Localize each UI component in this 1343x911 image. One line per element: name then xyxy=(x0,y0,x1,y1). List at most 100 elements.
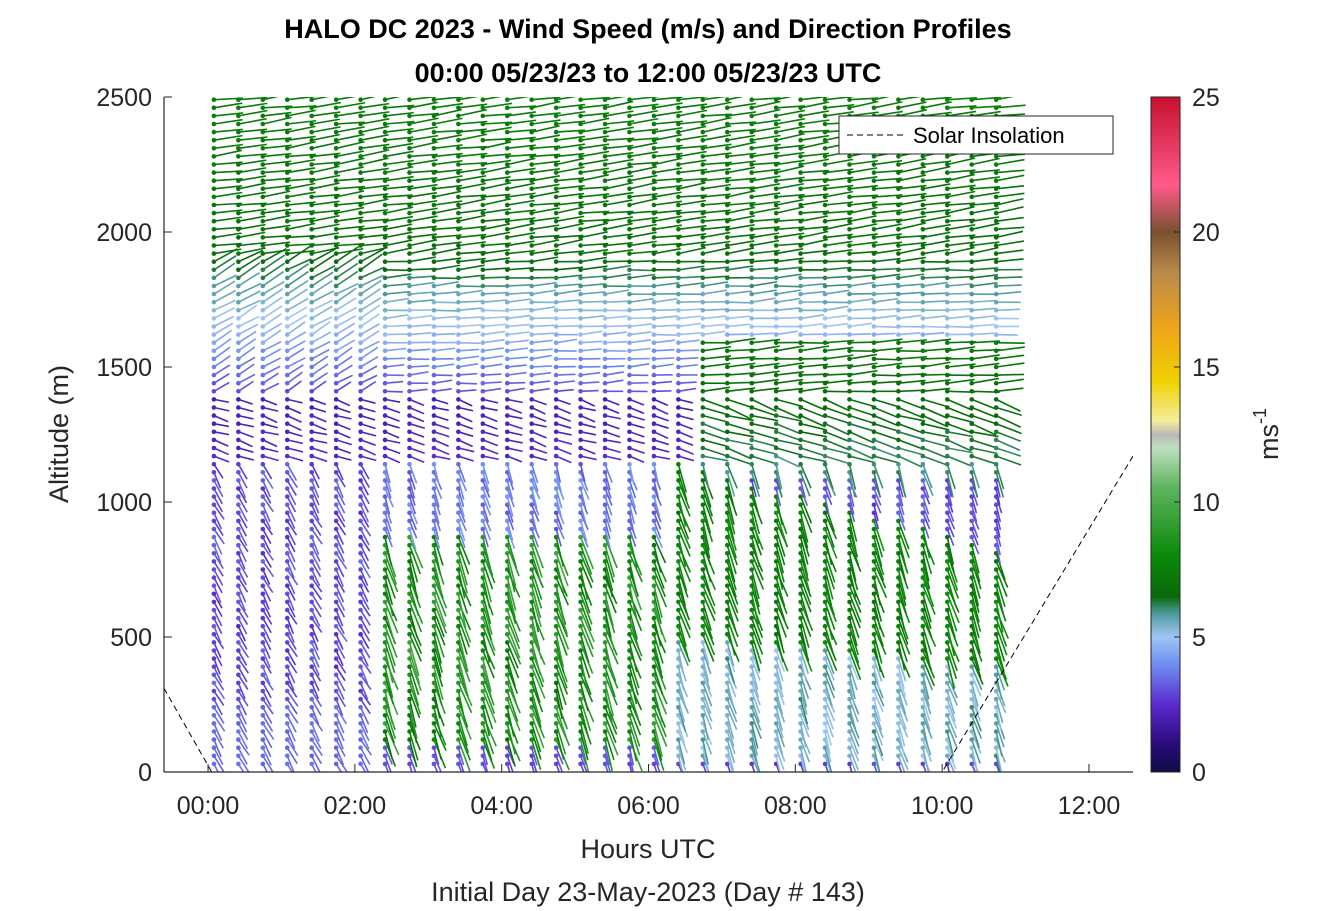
wind-barb-shaft xyxy=(922,214,952,222)
wind-barb-shaft xyxy=(799,642,813,672)
wind-barb-origin xyxy=(627,243,632,248)
wind-barb-shaft xyxy=(457,731,472,761)
wind-barb-shaft xyxy=(751,192,781,198)
wind-barb-shaft xyxy=(360,406,376,413)
wind-barb-shaft xyxy=(482,316,506,320)
wind-barb-shaft xyxy=(286,601,296,618)
wind-barb-shaft xyxy=(409,239,438,247)
wind-barb-origin xyxy=(578,551,583,556)
wind-barb-shaft xyxy=(286,314,308,328)
wind-barb-origin xyxy=(260,97,266,102)
wind-barb-origin xyxy=(504,672,510,678)
wind-barb-origin xyxy=(284,753,290,759)
wind-barb-origin xyxy=(480,210,486,216)
wind-barb-origin xyxy=(871,316,877,321)
wind-barb-shaft xyxy=(824,763,829,772)
wind-barb-origin xyxy=(724,470,730,475)
wind-barb-shaft xyxy=(213,674,225,691)
wind-barb-origin xyxy=(773,364,779,370)
wind-barb-shaft xyxy=(384,159,414,166)
wind-barb-origin xyxy=(822,227,828,232)
wind-barb-shaft xyxy=(311,577,323,593)
wind-barb-origin xyxy=(578,129,583,135)
wind-barb-shaft xyxy=(897,650,911,678)
wind-barb-origin xyxy=(553,510,559,516)
wind-barb-shaft xyxy=(408,731,419,761)
wind-barb-origin xyxy=(260,356,266,362)
wind-barb-origin xyxy=(284,235,290,240)
wind-barb-origin xyxy=(407,154,412,159)
wind-barb-origin xyxy=(407,502,412,508)
wind-barb-origin xyxy=(602,235,608,240)
wind-barb-shaft xyxy=(580,193,610,198)
wind-barb-shaft xyxy=(556,250,585,255)
wind-barb-shaft xyxy=(507,182,535,190)
wind-barb-shaft xyxy=(238,136,268,141)
wind-barb-origin xyxy=(676,218,681,224)
wind-barb-origin xyxy=(529,421,535,427)
wind-barb-shaft xyxy=(335,431,351,439)
wind-barb-origin xyxy=(700,137,706,143)
wind-barb-shaft xyxy=(311,97,330,101)
wind-barb-origin xyxy=(431,761,437,767)
wind-barb-shaft xyxy=(825,283,851,287)
wind-barb-origin xyxy=(676,364,681,370)
wind-barb-origin xyxy=(676,170,681,175)
wind-barb-origin xyxy=(749,97,755,102)
wind-barb-shaft xyxy=(360,134,389,141)
wind-barb-shaft xyxy=(311,355,329,368)
wind-barb-origin xyxy=(871,696,877,702)
wind-barb-shaft xyxy=(287,431,303,438)
wind-barb-origin xyxy=(553,599,559,605)
wind-barb-shaft xyxy=(922,544,933,574)
wind-barb-shaft xyxy=(824,633,837,662)
wind-barb-shaft xyxy=(335,381,352,392)
wind-barb-shaft xyxy=(311,406,327,413)
wind-barb-origin xyxy=(284,299,290,305)
wind-barb-origin xyxy=(529,745,535,750)
wind-barb-shaft xyxy=(653,634,664,664)
wind-barb-shaft xyxy=(237,666,248,683)
wind-barb-shaft xyxy=(873,698,882,722)
wind-barb-shaft xyxy=(604,439,621,444)
wind-barb-origin xyxy=(480,437,486,443)
wind-barb-shaft xyxy=(898,339,928,344)
wind-barb-shaft xyxy=(580,275,607,279)
wind-barb-shaft xyxy=(213,520,224,536)
wind-barb-origin xyxy=(920,721,926,726)
wind-barb-shaft xyxy=(702,690,712,715)
wind-barb-origin xyxy=(822,704,828,710)
wind-barb-origin xyxy=(333,97,339,102)
wind-barb-origin xyxy=(553,429,559,435)
wind-barb-origin xyxy=(431,478,437,483)
wind-barb-origin xyxy=(798,672,803,678)
wind-barb-origin xyxy=(382,210,388,216)
wind-barb-origin xyxy=(627,453,632,459)
wind-barb-shaft xyxy=(335,674,346,692)
wind-barb-origin xyxy=(333,696,339,702)
wind-barb-origin xyxy=(382,713,388,718)
wind-barb-shaft xyxy=(482,593,492,625)
wind-barb-origin xyxy=(553,559,559,564)
wind-barb-shaft xyxy=(824,698,836,722)
wind-barb-shaft xyxy=(237,601,249,618)
wind-barb-origin xyxy=(211,283,217,289)
wind-barb-shaft xyxy=(604,100,634,109)
wind-barb-shaft xyxy=(726,512,735,542)
wind-barb-shaft xyxy=(604,151,634,158)
wind-barb-origin xyxy=(773,243,779,248)
wind-barb-shaft xyxy=(458,128,487,133)
wind-barb-origin xyxy=(456,761,461,767)
wind-barb-origin xyxy=(236,559,241,564)
wind-barb-origin xyxy=(724,340,730,346)
wind-barb-shaft xyxy=(238,109,268,117)
wind-barb-shaft xyxy=(653,200,683,206)
wind-barb-shaft xyxy=(604,496,613,516)
wind-barb-shaft xyxy=(409,183,438,190)
wind-barb-origin xyxy=(407,324,412,329)
wind-barb-origin xyxy=(529,437,535,443)
wind-barb-origin xyxy=(284,227,290,232)
wind-barb-origin xyxy=(798,202,803,208)
wind-barb-origin xyxy=(627,218,632,224)
wind-barb-shaft xyxy=(555,406,572,415)
